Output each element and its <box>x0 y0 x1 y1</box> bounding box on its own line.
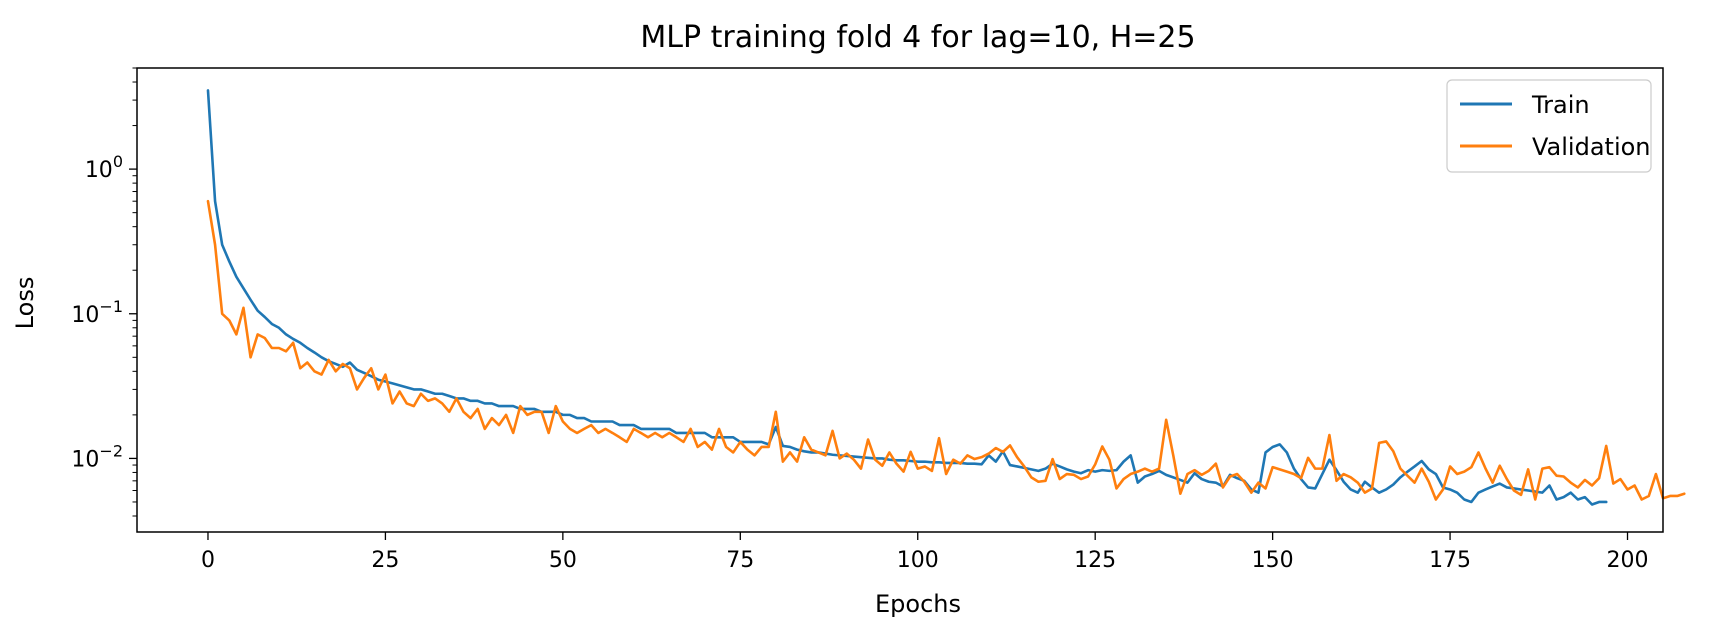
x-tick-label: 100 <box>897 548 939 573</box>
legend: Train Validation <box>1446 79 1652 173</box>
legend-label-validation: Validation <box>1532 133 1651 161</box>
y-axis-label: Loss <box>11 277 39 330</box>
legend-label-train: Train <box>1531 91 1590 119</box>
x-tick-label: 150 <box>1252 548 1294 573</box>
chart-title: MLP training fold 4 for lag=10, H=25 <box>640 20 1195 55</box>
x-tick-label: 25 <box>371 548 399 573</box>
x-tick-label: 200 <box>1607 548 1649 573</box>
plot-frame <box>136 67 1664 533</box>
x-axis-ticks: 0 25 50 75 100 125 150 175 200 <box>201 532 1649 573</box>
plot-lines <box>206 89 1686 506</box>
x-tick-label: 50 <box>549 548 577 573</box>
y-tick-label: 100 <box>85 152 123 183</box>
x-tick-label: 175 <box>1429 548 1471 573</box>
series-line-validation <box>206 199 1686 501</box>
y-axis-ticks: 100 10−1 10−2 <box>71 67 137 517</box>
y-tick-label: 10−2 <box>71 441 123 472</box>
x-tick-label: 75 <box>726 548 754 573</box>
y-tick-label: 10−1 <box>71 297 123 328</box>
x-axis-label: Epochs <box>875 590 961 618</box>
x-tick-label: 0 <box>201 548 215 573</box>
x-tick-label: 125 <box>1074 548 1116 573</box>
